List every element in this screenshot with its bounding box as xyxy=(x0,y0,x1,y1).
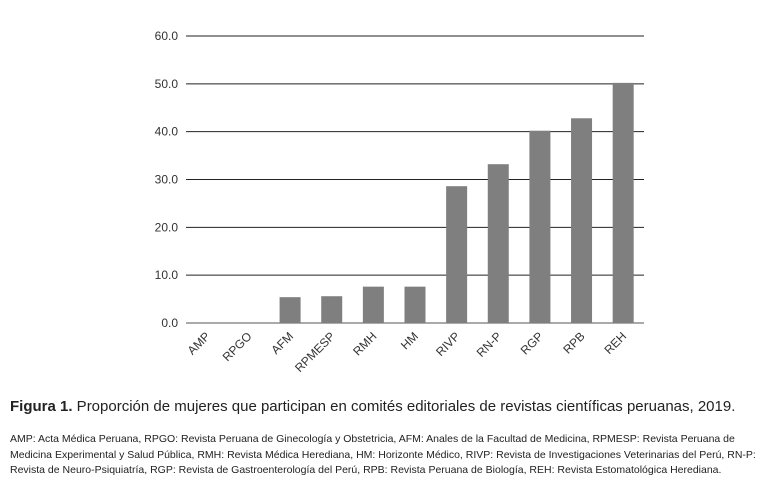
x-category-label-amp: AMP xyxy=(185,329,213,357)
y-tick-label: 40.0 xyxy=(155,125,179,139)
abbreviations-footnote: AMP: Acta Médica Peruana, RPGO: Revista … xyxy=(10,433,756,476)
bar-reh xyxy=(612,82,634,323)
x-category-label-rn-p: RN-P xyxy=(474,329,505,360)
x-category-label-reh: REH xyxy=(601,329,629,357)
x-category-label-rgp: RGP xyxy=(518,329,546,357)
bar-rgp xyxy=(529,130,551,323)
x-category-label-rivp: RIVP xyxy=(433,329,463,359)
x-category-label-rmh: RMH xyxy=(350,329,379,358)
y-axis-tick-labels: 0.0 10.0 20.0 30.0 40.0 50.0 60.0 xyxy=(155,29,179,330)
bar-chart: 0.010.020.030.040.050.060.0 AMP RPGO AFMRP… xyxy=(155,29,644,375)
bar-afm xyxy=(279,297,301,323)
bar-hm xyxy=(404,286,426,323)
figure-caption: Figura 1. Proporción de mujeres que part… xyxy=(10,398,761,415)
x-category-label-rpgo: RPGO xyxy=(220,329,255,364)
y-tick-label: 60.0 xyxy=(155,29,179,43)
y-tick-label: 50.0 xyxy=(155,77,179,91)
figure-caption-text: Proporción de mujeres que participan en … xyxy=(72,398,736,415)
x-category-label-hm: HM xyxy=(398,329,421,352)
grid-lines xyxy=(186,35,644,324)
x-category-label-afm: AFM xyxy=(268,329,296,357)
bar-rn-p xyxy=(487,164,509,323)
x-category-label-rpb: RPB xyxy=(560,329,587,356)
bars xyxy=(279,82,634,323)
figure-caption-label: Figura 1. xyxy=(10,398,73,415)
bar-rpb xyxy=(571,118,593,323)
y-tick-label: 30.0 xyxy=(155,173,179,187)
y-tick-label: 0.0 xyxy=(161,316,178,330)
y-tick-label: 20.0 xyxy=(155,220,179,234)
bar-rmh xyxy=(362,286,384,323)
bar-rpmesp xyxy=(321,296,343,323)
bar-rivp xyxy=(446,186,468,323)
y-tick-label: 10.0 xyxy=(155,268,179,282)
x-category-label-rpmesp: RPMESP xyxy=(292,329,338,375)
